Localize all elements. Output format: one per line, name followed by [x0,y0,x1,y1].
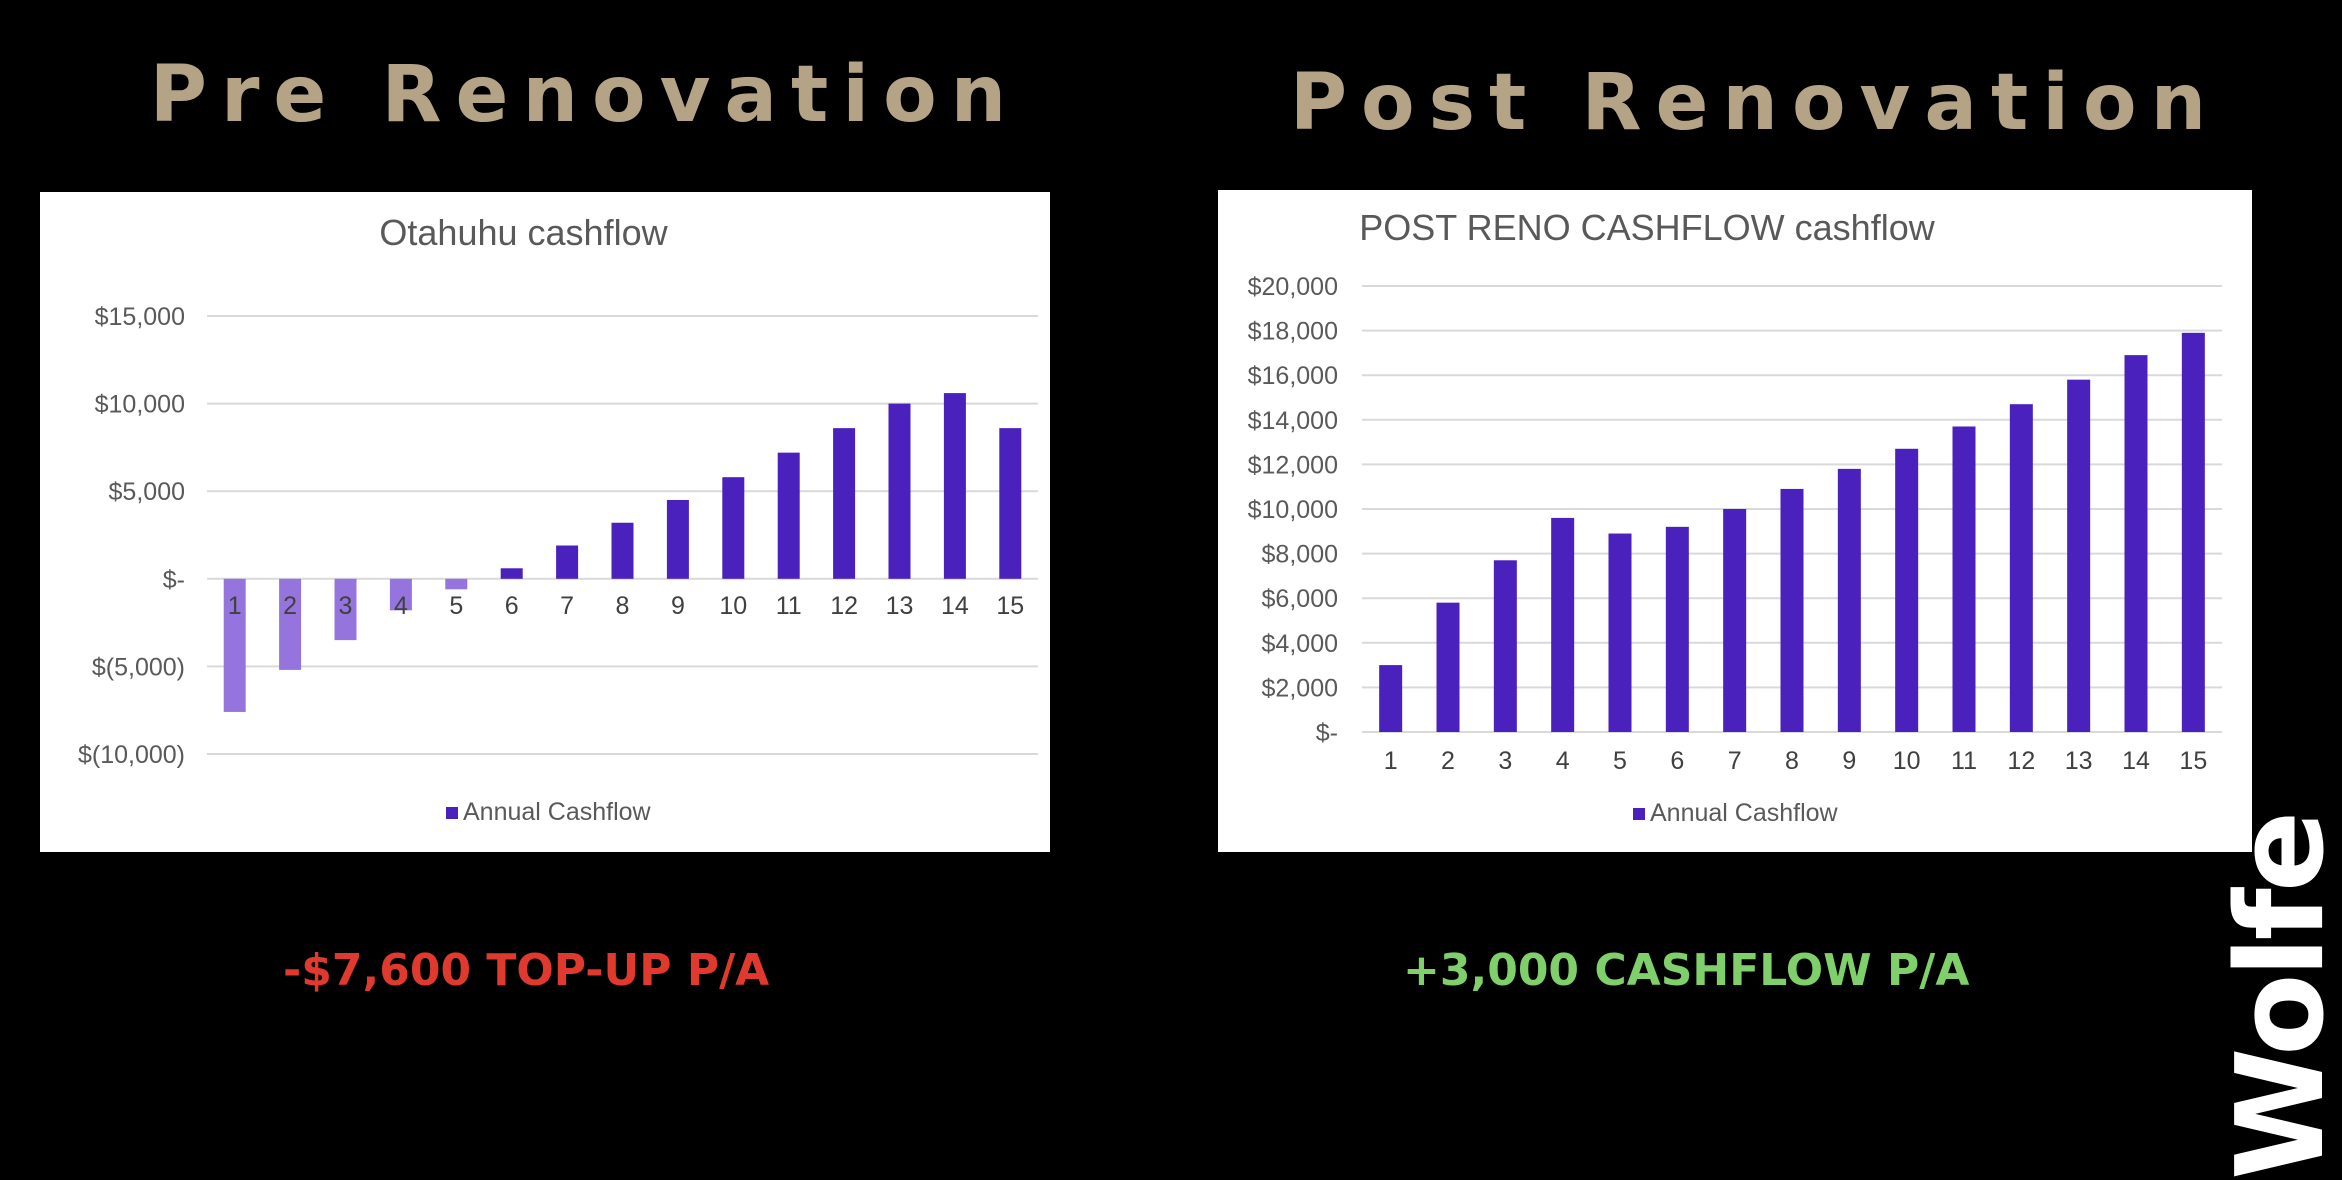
pre-y-tick-label: $- [163,566,185,594]
pre-reno-chart-panel: Otahuhu cashflow $15,000 $10,000 $5,000 $- $(… [40,192,1050,852]
post-x-tick-label: 1 [1384,747,1398,775]
pre-bar [389,578,412,611]
pre-x-tick-label: 15 [996,592,1024,620]
pre-x-tick-label: 2 [283,592,297,620]
pre-reno-cashflow-chart: Otahuhu cashflow $15,000 $10,000 $5,000 $- $(… [78,212,1038,826]
post-x-tick-label: 8 [1785,747,1799,775]
post-chart-title: POST RENO CASHFLOW cashflow [1359,207,1935,248]
top-up-callout: -$7,600 TOP-UP P/A [283,945,770,996]
pre-legend-swatch [446,807,458,819]
pre-x-tick-label: 5 [449,592,463,620]
pre-x-tick-label: 14 [941,592,969,620]
wolfe-logo: Wolfe [2212,814,2342,1180]
pre-x-tick-label: 9 [671,592,685,620]
pre-x-tick-label: 12 [830,592,858,620]
pre-y-tick-label: $(5,000) [92,653,185,681]
post-bar [2009,404,2033,732]
post-bar [2124,355,2148,732]
post-bar [1723,509,1747,732]
post-x-tick-label: 9 [1842,747,1856,775]
post-legend-swatch [1633,808,1645,820]
pre-bar [611,522,634,579]
post-bar [1551,517,1575,732]
post-y-tick-label: $2,000 [1262,674,1338,702]
pre-x-tick-label: 4 [394,592,408,620]
pre-chart-title: Otahuhu cashflow [379,212,668,253]
cashflow-callout: +3,000 CASHFLOW P/A [1403,945,1970,996]
post-x-tick-label: 15 [2179,747,2207,775]
pre-renovation-heading: Pre Renovation [149,50,1021,140]
pre-y-tick-label: $15,000 [95,303,185,331]
pre-bar [445,578,468,590]
post-renovation-heading: Post Renovation [1289,58,2221,148]
post-bar [1780,488,1804,732]
pre-x-tick-label: 1 [228,592,242,620]
pre-y-tick-label: $(10,000) [78,741,185,769]
pre-bar [722,477,745,579]
post-y-tick-label: $12,000 [1248,451,1338,479]
post-x-tick-label: 12 [2007,747,2035,775]
pre-bar [943,393,966,579]
pre-x-tick-label: 3 [339,592,353,620]
post-x-tick-label: 10 [1893,747,1921,775]
pre-bar [279,578,302,670]
pre-bar [999,428,1022,579]
post-x-tick-label: 11 [1951,747,1977,775]
pre-bar [223,578,246,712]
post-bar [1436,602,1460,732]
post-y-tick-label: $14,000 [1248,407,1338,435]
post-x-tick-label: 6 [1670,747,1684,775]
post-x-tick-label: 13 [2065,747,2093,775]
pre-bar [777,452,800,579]
post-bar [1895,448,1919,732]
post-bar [1493,560,1517,732]
post-bar [2067,379,2091,732]
pre-x-tick-label: 13 [886,592,914,620]
pre-x-tick-label: 7 [560,592,574,620]
post-x-tick-label: 7 [1728,747,1742,775]
pre-bar [833,428,856,579]
post-bar [1379,665,1403,732]
pre-bar [556,545,579,579]
pre-x-tick-label: 8 [616,592,630,620]
post-bar [1665,526,1689,732]
post-y-tick-label: $10,000 [1248,496,1338,524]
post-bar [1952,426,1976,732]
post-reno-cashflow-chart: POST RENO CASHFLOW cashflow $20,000 $18,00… [1248,207,2222,827]
post-bar [2181,332,2205,732]
post-bar [1837,468,1861,732]
post-x-tick-label: 5 [1613,747,1627,775]
pre-x-tick-label: 10 [719,592,747,620]
post-y-tick-label: $6,000 [1262,585,1338,613]
post-y-tick-label: $18,000 [1248,318,1338,346]
post-x-tick-label: 14 [2122,747,2150,775]
post-x-tick-label: 2 [1441,747,1455,775]
post-x-tick-label: 3 [1498,747,1512,775]
pre-x-tick-label: 11 [776,592,802,620]
post-y-tick-label: $- [1316,719,1338,747]
pre-y-tick-label: $10,000 [95,391,185,419]
post-bar [1608,533,1632,732]
pre-bar [334,578,357,641]
post-reno-chart-panel: POST RENO CASHFLOW cashflow $20,000 $18,00… [1218,190,2252,852]
pre-bar [888,403,911,579]
pre-bar [500,568,523,579]
post-x-tick-label: 4 [1556,747,1570,775]
post-legend-label: Annual Cashflow [1650,799,1839,827]
pre-legend-label: Annual Cashflow [463,798,652,826]
post-y-tick-label: $16,000 [1248,362,1338,390]
pre-y-tick-label: $5,000 [109,478,185,506]
post-y-tick-label: $4,000 [1262,630,1338,658]
pre-bar [666,499,689,579]
post-y-tick-label: $8,000 [1262,541,1338,569]
post-y-tick-label: $20,000 [1248,273,1338,301]
pre-x-tick-label: 6 [505,592,519,620]
